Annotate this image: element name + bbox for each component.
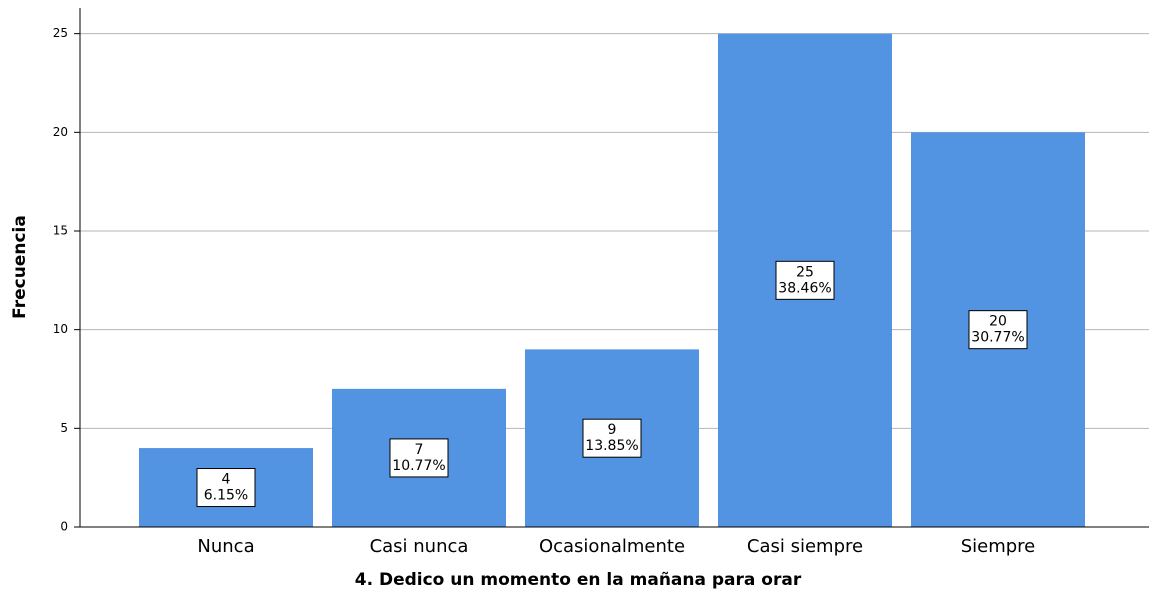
data-label-box — [389, 438, 449, 478]
data-label-box — [968, 310, 1028, 350]
y-axis-label: Frecuencia — [10, 215, 30, 319]
data-label-box — [775, 260, 835, 300]
y-tick-label: 20 — [53, 125, 68, 139]
data-label: 9 — [608, 422, 617, 438]
percent-label: 38.46% — [778, 280, 831, 296]
data-label-box — [582, 418, 642, 458]
x-tick-label: Casi nunca — [370, 536, 469, 557]
percent-label: 6.15% — [204, 488, 248, 504]
y-tick-label: 25 — [53, 26, 68, 40]
percent-label: 10.77% — [392, 458, 445, 474]
data-label: 20 — [989, 314, 1007, 330]
x-tick-label: Ocasionalmente — [539, 536, 685, 557]
y-tick-label: 15 — [53, 223, 68, 237]
data-label: 25 — [796, 264, 814, 280]
x-tick-label: Siempre — [961, 536, 1036, 557]
data-label: 7 — [415, 442, 424, 458]
data-label: 4 — [222, 472, 231, 488]
percent-label: 13.85% — [585, 438, 638, 454]
x-axis-label: 4. Dedico un momento en la mañana para o… — [355, 570, 802, 590]
y-tick-label: 5 — [60, 421, 68, 435]
y-tick-label: 0 — [60, 520, 68, 534]
x-tick-label: Casi siempre — [747, 536, 863, 557]
data-label-box — [196, 468, 256, 508]
percent-label: 30.77% — [971, 330, 1024, 346]
x-tick-label: Nunca — [197, 536, 254, 557]
y-tick-label: 10 — [53, 322, 68, 336]
